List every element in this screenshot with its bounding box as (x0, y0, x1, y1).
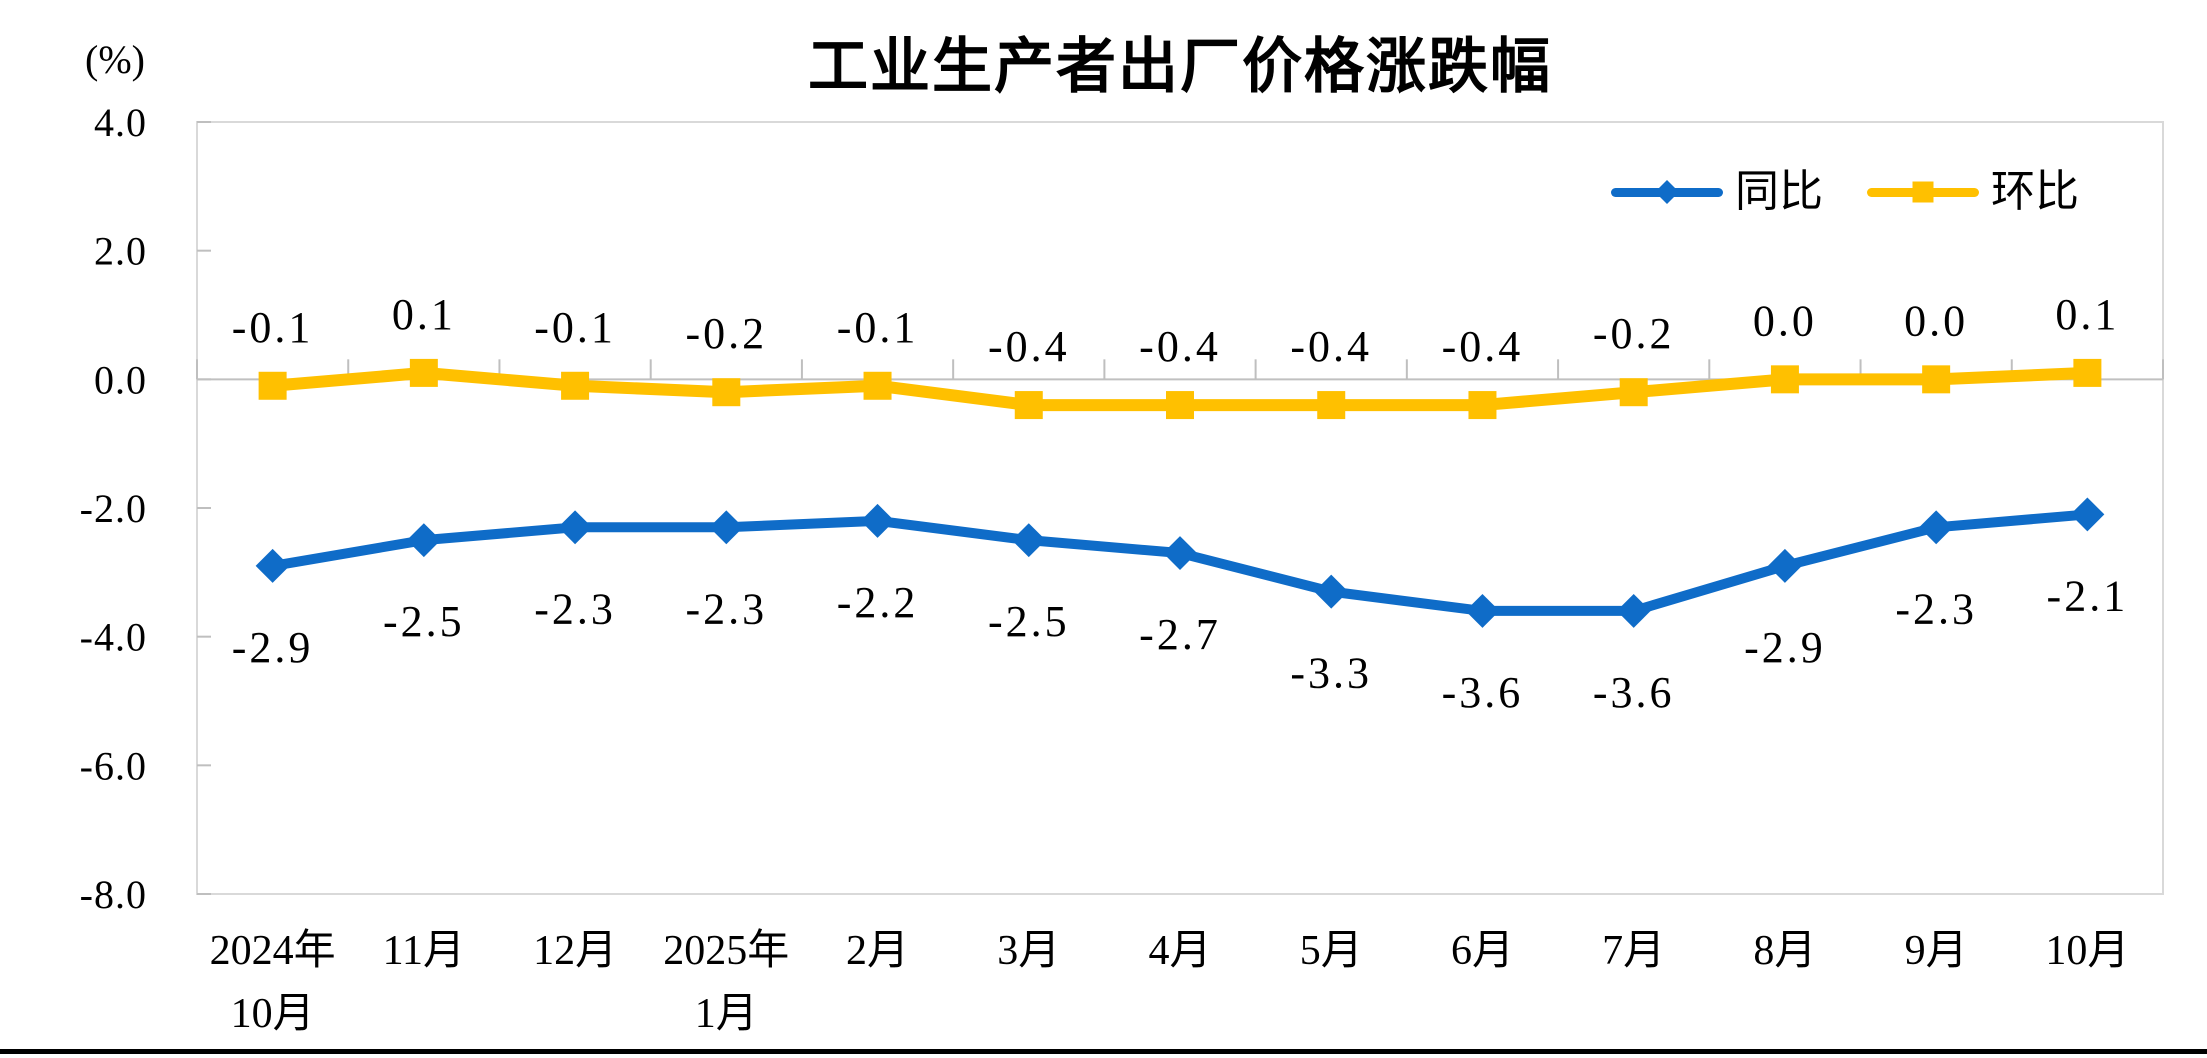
mom-data-label: -0.4 (988, 322, 1070, 371)
mom-marker (258, 371, 287, 400)
y-axis-unit-label: (%) (85, 37, 145, 82)
x-axis-label: 7月 (1602, 928, 1665, 974)
x-axis-label: 12月 (533, 928, 617, 974)
x-axis-label: 5月 (1300, 928, 1363, 974)
mom-data-label: -0.1 (534, 303, 616, 352)
yoy-data-label: -3.6 (1593, 668, 1675, 717)
yoy-data-label: -2.3 (1895, 584, 1977, 633)
mom-marker (1166, 391, 1194, 420)
legend-label-mom: 环比 (1991, 167, 2079, 216)
yoy-marker (1616, 593, 1651, 628)
yoy-data-label: -2.3 (534, 584, 616, 633)
y-axis-label: 2.0 (94, 229, 147, 274)
yoy-marker (255, 548, 290, 583)
yoy-data-label: -2.3 (685, 584, 767, 633)
mom-legend-line-icon (1867, 181, 1979, 203)
yoy-data-label: -2.9 (1744, 623, 1826, 672)
yoy-legend-line-icon (1611, 179, 1723, 205)
yoy-marker (1919, 510, 1954, 545)
page-bottom-border (0, 1049, 2207, 1054)
legend-label-yoy: 同比 (1735, 167, 1823, 216)
yoy-data-label: -2.7 (1139, 610, 1221, 659)
chart-title: 工业生产者出厂价格涨跌幅 (808, 33, 1552, 100)
x-axis-label: 3月 (997, 928, 1060, 974)
yoy-data-label: -2.9 (232, 623, 314, 672)
mom-marker (712, 378, 741, 407)
yoy-marker (1314, 574, 1349, 609)
mom-data-label: -0.4 (1139, 322, 1221, 371)
mom-data-label: -0.4 (1290, 322, 1372, 371)
chart-legend: 同比 环比 (1611, 170, 2079, 214)
mom-marker (561, 371, 590, 400)
yoy-marker (558, 510, 593, 545)
y-axis-label: -8.0 (80, 872, 147, 917)
mom-data-label: -0.2 (685, 309, 767, 358)
y-axis-label: -2.0 (80, 486, 147, 531)
y-axis-label: -4.0 (80, 615, 147, 660)
x-axis-label: 4月 (1148, 928, 1211, 974)
yoy-data-label: -2.2 (837, 578, 919, 627)
mom-data-label: -0.1 (837, 303, 919, 352)
mom-data-label: 0.0 (1753, 296, 1817, 345)
yoy-data-label: -3.3 (1290, 649, 1372, 698)
mom-legend-square-icon (1912, 181, 1934, 203)
y-axis-label: 0.0 (94, 357, 147, 402)
x-axis-label: 2025年 1月 (663, 927, 789, 1037)
yoy-marker (1011, 523, 1046, 558)
mom-data-label: 0.1 (2055, 290, 2119, 339)
y-axis-label: -6.0 (80, 743, 147, 788)
x-axis-label: 6月 (1451, 928, 1514, 974)
mom-data-label: -0.2 (1593, 309, 1675, 358)
x-axis-label: 10月 (2045, 928, 2129, 974)
mom-marker (1770, 365, 1799, 394)
yoy-marker (1767, 548, 1802, 583)
x-axis-label: 9月 (1905, 928, 1968, 974)
mom-data-label: -0.1 (232, 303, 314, 352)
legend-item-mom: 环比 (1867, 170, 2079, 214)
yoy-marker (1465, 593, 1500, 628)
x-axis-label: 8月 (1753, 928, 1816, 974)
mom-marker (1468, 391, 1497, 420)
x-axis-label: 2024年 10月 (210, 927, 336, 1037)
mom-marker (409, 358, 438, 387)
mom-data-label: 0.1 (392, 290, 456, 339)
y-axis-label: 4.0 (94, 100, 147, 145)
yoy-data-label: -2.5 (383, 597, 465, 646)
plot-border (196, 121, 2164, 895)
mom-marker (1619, 378, 1648, 407)
yoy-data-label: -2.5 (988, 597, 1070, 646)
yoy-data-label: -3.6 (1442, 668, 1524, 717)
yoy-marker (2070, 497, 2105, 532)
yoy-marker (860, 503, 895, 538)
yoy-marker (406, 523, 441, 558)
legend-item-yoy: 同比 (1611, 170, 1823, 214)
mom-marker (2073, 358, 2102, 387)
yoy-data-label: -2.1 (2047, 571, 2129, 620)
mom-data-label: -0.4 (1442, 322, 1524, 371)
yoy-marker (709, 510, 744, 545)
mom-data-label: 0.0 (1904, 296, 1968, 345)
mom-marker (1317, 391, 1346, 420)
mom-marker (863, 371, 892, 400)
x-axis-label: 11月 (383, 928, 465, 974)
mom-marker (1014, 391, 1043, 420)
yoy-marker (1163, 536, 1197, 571)
x-axis-label: 2月 (846, 928, 909, 974)
mom-marker (1922, 365, 1951, 394)
